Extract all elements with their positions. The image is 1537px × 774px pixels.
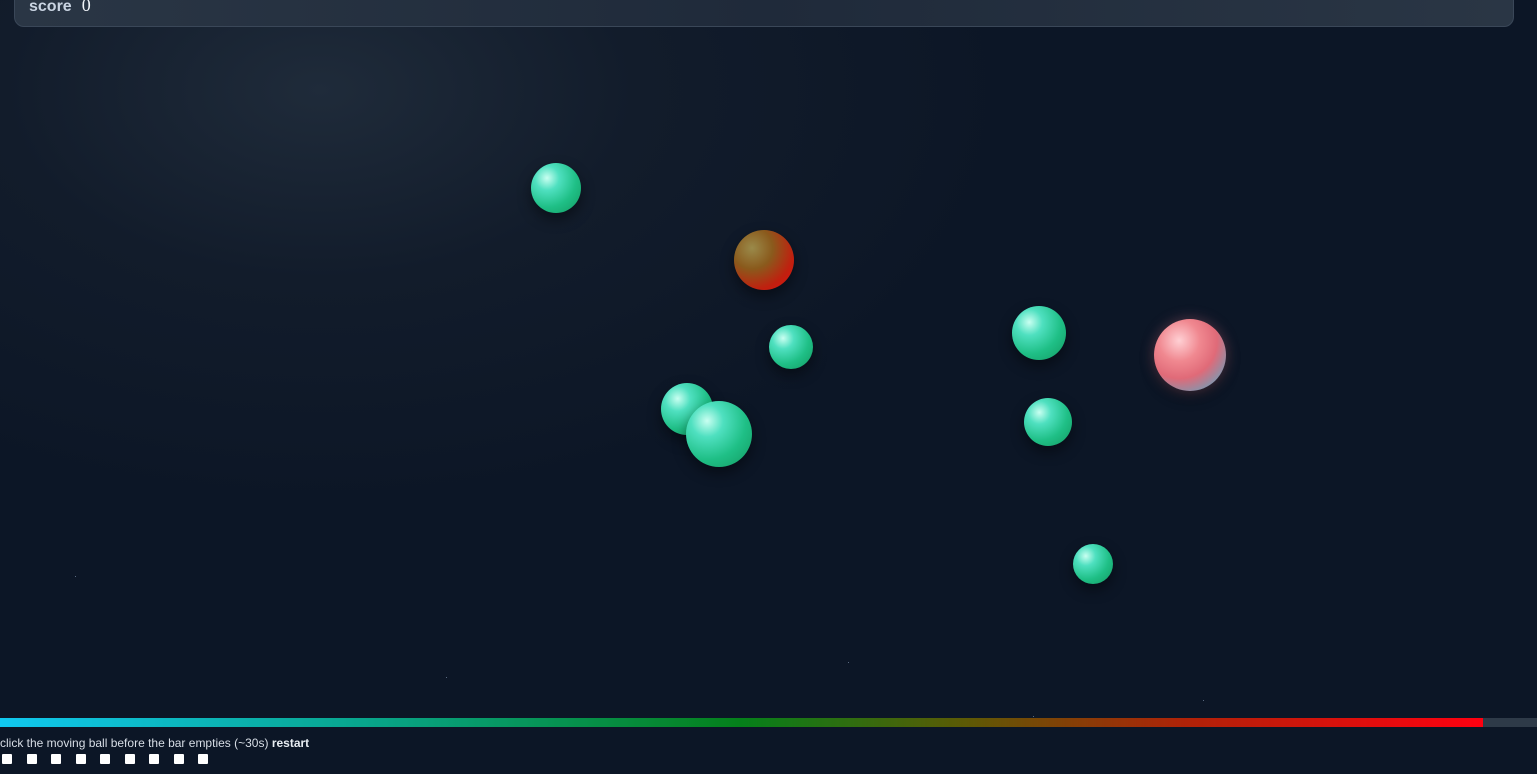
hint-text: click the moving ball before the bar emp… [0,736,309,750]
life-square [100,754,110,764]
life-square [173,754,184,764]
ball[interactable] [686,401,752,467]
restart-link[interactable]: restart [271,736,310,750]
star-dot [1203,700,1204,701]
life-square [149,754,159,764]
instruction-text: click the moving ball before the bar emp… [0,736,269,750]
star-dot [848,662,849,663]
lives-indicator [2,754,223,764]
target-ball[interactable] [734,230,794,290]
ball[interactable] [1024,398,1072,446]
score-panel: score 0 [14,0,1514,27]
timer-bar-fill [0,718,1484,727]
life-square [2,754,12,764]
life-square [124,754,135,764]
star-dot [1033,716,1034,717]
ball[interactable] [531,163,581,213]
ball[interactable] [769,325,813,369]
score-value: 0 [81,0,91,15]
timer-bar [0,718,1537,727]
life-square [26,754,37,764]
ball[interactable] [1073,544,1113,584]
game-canvas[interactable] [0,28,1537,718]
life-square [75,754,86,764]
score-label: score [29,0,72,15]
ball[interactable] [1154,319,1226,391]
life-square [51,754,61,764]
ball[interactable] [1012,306,1066,360]
star-dot [446,677,447,678]
star-dot [75,576,76,577]
life-square [198,754,208,764]
